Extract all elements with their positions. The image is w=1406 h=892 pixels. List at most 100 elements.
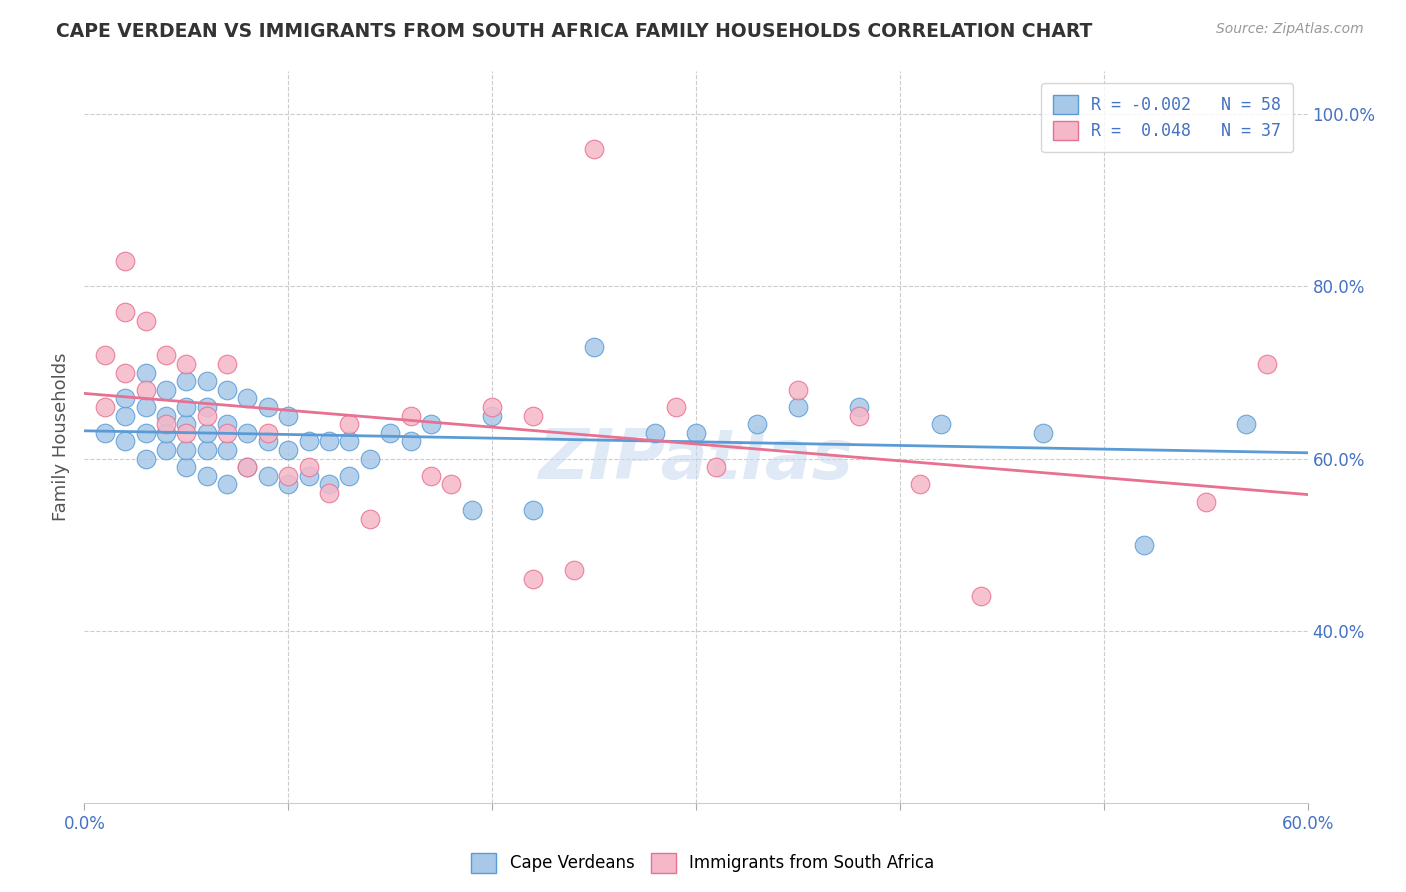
Legend: R = -0.002   N = 58, R =  0.048   N = 37: R = -0.002 N = 58, R = 0.048 N = 37 xyxy=(1042,83,1294,152)
Point xyxy=(1195,494,1218,508)
Point xyxy=(298,460,321,475)
Point xyxy=(236,460,259,475)
Point xyxy=(236,460,259,475)
Point xyxy=(257,468,280,483)
Point xyxy=(420,417,443,432)
Point xyxy=(318,434,340,449)
Point xyxy=(93,425,115,440)
Point xyxy=(665,400,688,414)
Point xyxy=(706,460,728,475)
Point xyxy=(481,409,503,423)
Point xyxy=(685,425,707,440)
Point xyxy=(236,425,259,440)
Point xyxy=(848,409,870,423)
Point xyxy=(155,425,177,440)
Point xyxy=(114,409,136,423)
Point xyxy=(257,434,280,449)
Y-axis label: Family Households: Family Households xyxy=(52,353,70,521)
Point xyxy=(155,417,177,432)
Point xyxy=(114,392,136,406)
Point xyxy=(399,434,422,449)
Point xyxy=(217,383,239,397)
Point xyxy=(93,348,115,362)
Point xyxy=(848,400,870,414)
Point xyxy=(195,374,218,388)
Point xyxy=(318,486,340,500)
Point xyxy=(174,460,197,475)
Point xyxy=(481,400,503,414)
Point xyxy=(359,451,381,466)
Point xyxy=(217,477,239,491)
Point xyxy=(929,417,952,432)
Point xyxy=(135,383,157,397)
Point xyxy=(277,442,299,457)
Point xyxy=(174,357,197,371)
Point xyxy=(135,314,157,328)
Point xyxy=(399,409,422,423)
Point xyxy=(174,442,197,457)
Point xyxy=(583,142,606,156)
Point xyxy=(1133,538,1156,552)
Point xyxy=(114,253,136,268)
Point xyxy=(583,340,606,354)
Point xyxy=(562,564,585,578)
Point xyxy=(114,305,136,319)
Point xyxy=(217,442,239,457)
Text: Source: ZipAtlas.com: Source: ZipAtlas.com xyxy=(1216,22,1364,37)
Point xyxy=(747,417,769,432)
Point xyxy=(174,374,197,388)
Point xyxy=(257,400,280,414)
Point xyxy=(217,417,239,432)
Point xyxy=(522,409,544,423)
Point xyxy=(135,400,157,414)
Point xyxy=(93,400,115,414)
Legend: Cape Verdeans, Immigrants from South Africa: Cape Verdeans, Immigrants from South Afr… xyxy=(464,847,942,880)
Point xyxy=(114,434,136,449)
Point xyxy=(277,409,299,423)
Text: ZIPatlas: ZIPatlas xyxy=(538,425,853,492)
Point xyxy=(1236,417,1258,432)
Point xyxy=(174,417,197,432)
Point xyxy=(380,425,402,440)
Point xyxy=(420,468,443,483)
Point xyxy=(461,503,484,517)
Point xyxy=(339,417,361,432)
Point xyxy=(277,477,299,491)
Point xyxy=(155,409,177,423)
Point xyxy=(298,468,321,483)
Point xyxy=(277,468,299,483)
Point xyxy=(195,409,218,423)
Point xyxy=(1256,357,1278,371)
Point xyxy=(135,451,157,466)
Point xyxy=(217,357,239,371)
Point xyxy=(236,392,259,406)
Point xyxy=(135,366,157,380)
Point xyxy=(155,442,177,457)
Point xyxy=(522,503,544,517)
Point xyxy=(339,468,361,483)
Point xyxy=(970,589,993,603)
Point xyxy=(155,348,177,362)
Point xyxy=(174,425,197,440)
Point xyxy=(359,512,381,526)
Point xyxy=(1032,425,1054,440)
Point xyxy=(339,434,361,449)
Point xyxy=(440,477,463,491)
Point xyxy=(195,400,218,414)
Point xyxy=(644,425,666,440)
Point xyxy=(114,366,136,380)
Point xyxy=(195,442,218,457)
Point xyxy=(787,383,810,397)
Text: CAPE VERDEAN VS IMMIGRANTS FROM SOUTH AFRICA FAMILY HOUSEHOLDS CORRELATION CHART: CAPE VERDEAN VS IMMIGRANTS FROM SOUTH AF… xyxy=(56,22,1092,41)
Point xyxy=(217,425,239,440)
Point xyxy=(174,400,197,414)
Point xyxy=(522,572,544,586)
Point xyxy=(257,425,280,440)
Point xyxy=(195,425,218,440)
Point xyxy=(135,425,157,440)
Point xyxy=(318,477,340,491)
Point xyxy=(155,383,177,397)
Point xyxy=(298,434,321,449)
Point xyxy=(910,477,932,491)
Point xyxy=(787,400,810,414)
